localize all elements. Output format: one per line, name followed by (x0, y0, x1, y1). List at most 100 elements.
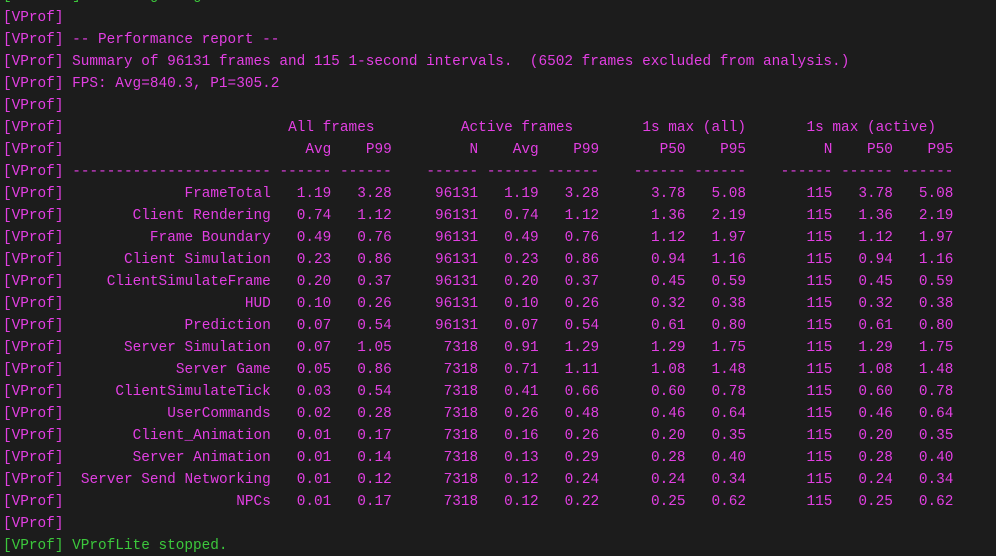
cell: 0.37 (564, 274, 600, 290)
cell: 115 (806, 384, 833, 400)
cell: 0.48 (564, 406, 600, 422)
console-line: [Console] Enabling flag 'devtools' on ch… (3, 0, 487, 7)
cell: 0.35 (711, 428, 747, 444)
cell: 0.37 (357, 274, 392, 290)
row-name: FrameTotal (184, 186, 271, 202)
log-text: Summary of 96131 frames and 115 1-second… (72, 54, 850, 70)
rule: ------ (694, 164, 747, 180)
log-prefix: [VProf] (3, 516, 64, 532)
cell: 0.80 (918, 318, 954, 334)
cell: 96131 (435, 274, 479, 290)
cell: 3.28 (357, 186, 392, 202)
cell: 0.23 (296, 252, 332, 268)
cell: 5.08 (711, 186, 747, 202)
row-name: Prediction (184, 318, 271, 334)
cell: 1.08 (651, 362, 686, 378)
cell: 1.29 (858, 340, 893, 356)
cell: 0.26 (564, 428, 600, 444)
group-header: 1s max (active) (806, 120, 937, 136)
cell: 1.12 (564, 208, 600, 224)
cell: 0.59 (711, 274, 747, 290)
cell: 2.19 (918, 208, 954, 224)
log-prefix: [VProf] (3, 252, 64, 268)
log-prefix: [VProf] (3, 362, 64, 378)
log-prefix: [VProf] (3, 494, 64, 510)
cell: 0.26 (564, 296, 600, 312)
log-prefix: [VProf] (3, 120, 64, 136)
cell: 0.32 (651, 296, 686, 312)
row-name: Frame Boundary (149, 230, 271, 246)
column-header: N (469, 142, 479, 158)
cell: 115 (806, 208, 833, 224)
cell: 0.07 (296, 340, 332, 356)
rule: ------ (426, 164, 479, 180)
cell: 7318 (443, 472, 479, 488)
cell: 0.20 (858, 428, 893, 444)
row-name: UserCommands (167, 406, 271, 422)
cell: 115 (806, 274, 833, 290)
log-prefix: [VProf] (3, 208, 64, 224)
cell: 0.01 (296, 428, 332, 444)
log-prefix: [VProf] (3, 230, 64, 246)
cell: 0.20 (651, 428, 686, 444)
group-header: All frames (288, 120, 375, 136)
cell: 0.28 (357, 406, 392, 422)
log-prefix: [VProf] (3, 76, 64, 92)
cell: 0.34 (918, 472, 954, 488)
cell: 0.80 (711, 318, 747, 334)
cell: 0.78 (711, 384, 747, 400)
cell: 1.48 (711, 362, 747, 378)
cell: 0.54 (357, 318, 392, 334)
cell: 0.86 (357, 252, 392, 268)
rule: ------ (633, 164, 686, 180)
log-prefix: [VProf] (3, 472, 64, 488)
cell: 0.14 (357, 450, 392, 466)
cell: 7318 (443, 362, 479, 378)
cell: 1.19 (296, 186, 332, 202)
cell: 0.59 (918, 274, 954, 290)
cell: 0.46 (651, 406, 686, 422)
cell: 5.08 (918, 186, 954, 202)
cell: 7318 (443, 340, 479, 356)
cell: 1.08 (858, 362, 893, 378)
cell: 0.86 (357, 362, 392, 378)
cell: 115 (806, 494, 833, 510)
cell: 0.74 (504, 208, 539, 224)
cell: 0.28 (858, 450, 893, 466)
log-prefix: [VProf] (3, 538, 64, 554)
cell: 3.78 (858, 186, 893, 202)
cell: 1.36 (651, 208, 686, 224)
column-header: P95 (927, 142, 954, 158)
cell: 1.48 (918, 362, 954, 378)
cell: 96131 (435, 186, 479, 202)
cell: 115 (806, 230, 833, 246)
cell: 1.97 (711, 230, 747, 246)
row-name: ClientSimulateFrame (106, 274, 271, 290)
cell: 96131 (435, 208, 479, 224)
cell: 0.01 (296, 494, 332, 510)
cell: 1.36 (858, 208, 893, 224)
cell: 0.76 (564, 230, 600, 246)
row-name: Client Simulation (124, 252, 271, 268)
cell: 1.12 (858, 230, 893, 246)
cell: 96131 (435, 252, 479, 268)
column-header: Avg (512, 142, 539, 158)
rule: ------ (901, 164, 954, 180)
cell: 115 (806, 186, 833, 202)
cell: 115 (806, 340, 833, 356)
log-prefix: [VProf] (3, 186, 64, 202)
rule: ------ (279, 164, 332, 180)
row-name: NPCs (236, 494, 271, 510)
cell: 115 (806, 472, 833, 488)
cell: 0.35 (918, 428, 954, 444)
cell: 0.71 (504, 362, 539, 378)
cell: 1.29 (564, 340, 600, 356)
log-text: VProfLite stopped. (72, 538, 228, 554)
cell: 0.40 (711, 450, 747, 466)
cell: 2.19 (711, 208, 747, 224)
cell: 0.22 (564, 494, 600, 510)
cell: 1.29 (651, 340, 686, 356)
cell: 0.20 (504, 274, 539, 290)
row-name: Client Rendering (132, 208, 271, 224)
row-name: Server Send Networking (80, 472, 271, 488)
